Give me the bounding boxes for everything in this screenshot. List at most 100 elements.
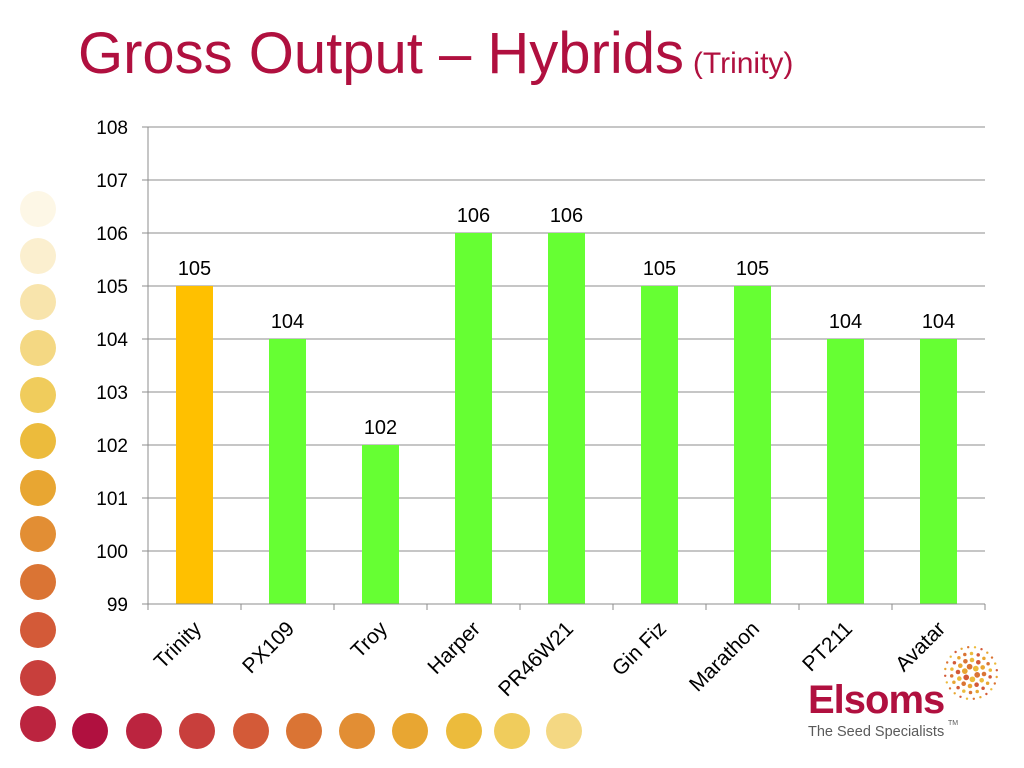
decorative-dot bbox=[494, 713, 530, 749]
decorative-dot bbox=[126, 713, 162, 749]
burst-dot bbox=[988, 668, 993, 672]
bar-avatar bbox=[920, 339, 957, 604]
burst-dot bbox=[986, 661, 990, 666]
burst-dot bbox=[966, 663, 973, 670]
burst-dot bbox=[953, 692, 956, 695]
x-category-label: Trinity bbox=[150, 617, 206, 673]
y-tick-label: 108 bbox=[96, 118, 128, 139]
burst-dot bbox=[950, 667, 954, 671]
burst-dot bbox=[985, 692, 988, 696]
burst-dot bbox=[958, 663, 963, 668]
decorative-dot bbox=[546, 713, 582, 749]
data-label: 102 bbox=[364, 417, 397, 439]
slide-title-main: Gross Output – Hybrids bbox=[78, 21, 684, 86]
data-label: 106 bbox=[550, 205, 583, 227]
x-category-label: Harper bbox=[423, 617, 485, 679]
decorative-dot bbox=[392, 713, 428, 749]
decorative-dot bbox=[179, 713, 215, 749]
decorative-dot bbox=[20, 191, 56, 227]
burst-dot bbox=[961, 668, 968, 674]
bar-pt211 bbox=[827, 339, 864, 604]
chart-bars bbox=[176, 233, 957, 604]
x-category-label: Troy bbox=[347, 617, 393, 663]
decorative-dot bbox=[286, 713, 322, 749]
decorative-dot bbox=[20, 516, 56, 552]
decorative-dot bbox=[20, 238, 56, 274]
burst-dot bbox=[995, 669, 998, 672]
y-tick-label: 107 bbox=[96, 171, 128, 192]
burst-dot bbox=[981, 686, 985, 691]
burst-dot bbox=[963, 674, 970, 681]
burst-dot bbox=[990, 656, 994, 659]
burst-dot bbox=[944, 667, 947, 671]
burst-dot bbox=[968, 690, 973, 695]
burst-dot bbox=[975, 689, 979, 694]
burst-dot bbox=[972, 665, 979, 672]
decorative-dot bbox=[20, 284, 56, 320]
seed-burst-icon bbox=[944, 646, 998, 700]
bar-troy bbox=[362, 445, 399, 604]
decorative-dot bbox=[339, 713, 375, 749]
burst-dot bbox=[969, 651, 974, 656]
y-tick-label: 99 bbox=[107, 595, 128, 616]
burst-dot bbox=[961, 681, 966, 686]
burst-dot bbox=[981, 671, 987, 677]
burst-dot bbox=[963, 652, 967, 657]
burst-dot bbox=[982, 656, 986, 661]
burst-dot bbox=[952, 661, 957, 665]
burst-dot bbox=[980, 665, 985, 670]
bar-marathon bbox=[734, 286, 771, 604]
decorative-dot bbox=[20, 706, 56, 742]
burst-dot bbox=[979, 696, 982, 699]
burst-dot bbox=[976, 660, 981, 665]
chart-axes bbox=[142, 126, 986, 610]
data-label: 106 bbox=[457, 205, 490, 227]
decorative-dot bbox=[446, 713, 482, 749]
x-category-label: PX109 bbox=[238, 617, 299, 678]
burst-dot bbox=[952, 680, 956, 685]
decorative-dot bbox=[20, 660, 56, 696]
burst-dot bbox=[957, 676, 962, 681]
burst-dot bbox=[993, 682, 996, 685]
burst-dot bbox=[972, 697, 975, 700]
burst-dot bbox=[956, 685, 960, 690]
bar-trinity bbox=[176, 286, 213, 604]
burst-dot bbox=[985, 681, 990, 685]
burst-dot bbox=[973, 646, 977, 649]
burst-dot bbox=[979, 678, 984, 683]
y-tick-label: 104 bbox=[96, 330, 128, 351]
elsoms-logo: Elsoms TM The Seed Specialists bbox=[806, 640, 1002, 748]
slide-title-subtitle: (Trinity) bbox=[692, 47, 794, 80]
bar-px109 bbox=[269, 339, 306, 604]
data-label: 104 bbox=[922, 311, 955, 333]
decorative-dots bbox=[20, 191, 582, 749]
burst-dot bbox=[994, 662, 997, 665]
slide-title: Gross Output – Hybrids (Trinity) bbox=[78, 20, 793, 87]
decorative-dot bbox=[233, 713, 269, 749]
burst-dot bbox=[986, 651, 989, 654]
burst-dot bbox=[946, 661, 949, 664]
y-tick-label: 105 bbox=[96, 277, 128, 298]
burst-dot bbox=[954, 650, 957, 654]
data-label: 105 bbox=[178, 258, 211, 280]
logo-tagline: The Seed Specialists bbox=[808, 724, 945, 740]
burst-dot bbox=[980, 648, 983, 651]
data-label: 104 bbox=[271, 311, 304, 333]
bar-pr46w21 bbox=[548, 233, 585, 604]
y-tick-label: 102 bbox=[96, 436, 128, 457]
burst-dot bbox=[995, 675, 998, 679]
decorative-dot bbox=[20, 564, 56, 600]
burst-dot bbox=[955, 669, 961, 675]
decorative-dot bbox=[20, 330, 56, 366]
data-label: 105 bbox=[643, 258, 676, 280]
burst-dot bbox=[963, 659, 968, 664]
burst-dot bbox=[974, 672, 981, 678]
burst-dot bbox=[967, 683, 973, 689]
burst-dot bbox=[988, 675, 992, 679]
burst-dot bbox=[957, 655, 961, 660]
decorative-dot bbox=[20, 470, 56, 506]
y-tick-label: 103 bbox=[96, 383, 128, 404]
bar-harper bbox=[455, 233, 492, 604]
y-tick-label: 106 bbox=[96, 224, 128, 245]
burst-dot bbox=[974, 682, 979, 687]
